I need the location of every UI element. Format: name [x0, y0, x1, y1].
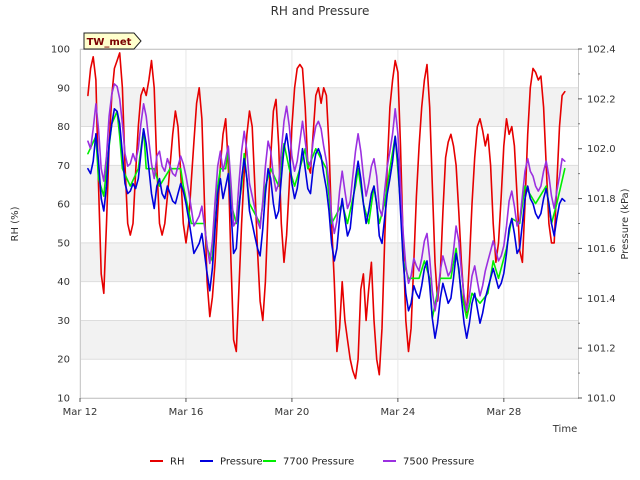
- y-left-tick-label: 30: [57, 316, 70, 327]
- y-right-tick-label: 102.2: [587, 94, 616, 105]
- y-left-tick-label: 70: [57, 161, 70, 172]
- plot-band: [80, 320, 578, 360]
- y-left-tick-label: 50: [57, 238, 70, 249]
- y-left-tick-label: 40: [57, 277, 70, 288]
- series-line-7700-pressure: [87, 110, 566, 320]
- y-right-tick-label: 101.6: [587, 244, 616, 255]
- series-line-pressure: [87, 108, 566, 340]
- y-left-tick-label: 90: [57, 83, 70, 94]
- x-tick-label: Mar 20: [275, 407, 310, 418]
- legend-label: 7700 Pressure: [283, 457, 354, 468]
- station-badge: TW_met: [83, 32, 142, 50]
- x-tick-label: Mar 24: [380, 407, 415, 418]
- plot-band: [80, 49, 578, 88]
- y-axis-right: 101.0 101.2 101.4 101.6 101.8 102.0 102.2 102.4: [578, 45, 616, 405]
- plot-band: [80, 281, 578, 321]
- x-tick-label: Mar 28: [486, 407, 521, 418]
- plot-band: [80, 359, 578, 398]
- chart-title: RH and Pressure: [271, 4, 370, 18]
- legend-label: 7500 Pressure: [403, 457, 474, 468]
- y-left-tick-label: 100: [51, 45, 70, 56]
- series-layer: [87, 52, 566, 380]
- y-axis-left-title: RH (%): [10, 206, 21, 241]
- station-label: TW_met: [87, 37, 132, 48]
- legend-label: RH: [170, 457, 184, 468]
- y-left-tick-label: 80: [57, 122, 70, 133]
- x-axis: Mar 12 Mar 16 Mar 20 Mar 24 Mar 28: [63, 398, 521, 418]
- x-tick-label: Mar 16: [169, 407, 204, 418]
- series-line-rh: [87, 52, 566, 380]
- x-tick-label: Mar 12: [63, 407, 98, 418]
- y-right-tick-label: 101.4: [587, 294, 616, 305]
- legend: RH Pressure 7700 Pressure 7500 Pressure: [150, 457, 474, 468]
- series-line-7500-pressure: [87, 83, 566, 312]
- plot-band: [80, 87, 578, 127]
- y-right-tick-label: 102.0: [587, 144, 616, 155]
- station-badge-shape: [83, 32, 142, 50]
- y-left-tick-label: 10: [57, 394, 70, 405]
- y-axis-right-title: Pressure (kPa): [620, 188, 631, 259]
- legend-label: Pressure: [220, 457, 263, 468]
- y-left-tick-label: 20: [57, 355, 70, 366]
- y-left-tick-label: 60: [57, 200, 70, 211]
- y-right-tick-label: 101.2: [587, 344, 616, 355]
- y-axis-left: 10 20 30 40 50 60 70 80 90 100: [51, 45, 70, 405]
- x-axis-title: Time: [552, 424, 577, 435]
- y-right-tick-label: 101.8: [587, 194, 616, 205]
- y-right-tick-label: 102.4: [587, 45, 616, 56]
- y-right-tick-label: 101.0: [587, 394, 616, 405]
